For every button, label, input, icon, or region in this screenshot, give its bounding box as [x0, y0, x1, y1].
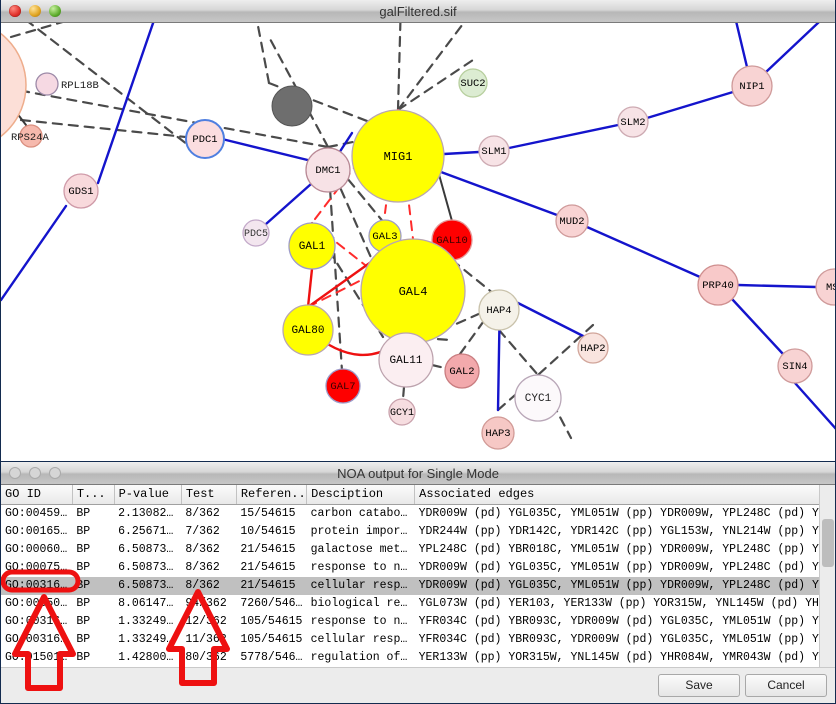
svg-text:CYC1: CYC1	[525, 393, 552, 405]
svg-text:NIP1: NIP1	[739, 81, 764, 93]
svg-text:GDS1: GDS1	[68, 186, 93, 198]
svg-text:SLM2: SLM2	[620, 117, 645, 129]
svg-text:MSI1: MSI1	[826, 282, 836, 294]
svg-text:GAL3: GAL3	[372, 231, 397, 243]
svg-text:GAL10: GAL10	[436, 235, 468, 247]
svg-text:GAL4: GAL4	[399, 285, 428, 299]
svg-text:GCY1: GCY1	[390, 408, 414, 419]
svg-text:RPS24A: RPS24A	[11, 132, 50, 144]
svg-text:DMC1: DMC1	[315, 165, 340, 177]
svg-text:GAL1: GAL1	[299, 241, 326, 253]
svg-text:SUC2: SUC2	[460, 78, 485, 90]
svg-text:HAP3: HAP3	[485, 428, 510, 440]
svg-text:SIN4: SIN4	[782, 361, 807, 373]
svg-text:PDC1: PDC1	[192, 134, 217, 146]
svg-text:MIG1: MIG1	[384, 150, 413, 164]
svg-text:HAP2: HAP2	[580, 343, 605, 355]
svg-text:RPL18B: RPL18B	[61, 80, 99, 92]
svg-text:GAL80: GAL80	[291, 325, 324, 337]
svg-text:PRP40: PRP40	[702, 280, 734, 292]
svg-text:GAL7: GAL7	[330, 381, 355, 393]
svg-text:GAL2: GAL2	[449, 366, 474, 378]
svg-text:HAP4: HAP4	[486, 305, 511, 317]
svg-text:SLM1: SLM1	[481, 146, 506, 158]
svg-text:MUD2: MUD2	[559, 216, 584, 228]
svg-text:GAL11: GAL11	[389, 355, 422, 367]
svg-text:PDC5: PDC5	[244, 229, 268, 240]
